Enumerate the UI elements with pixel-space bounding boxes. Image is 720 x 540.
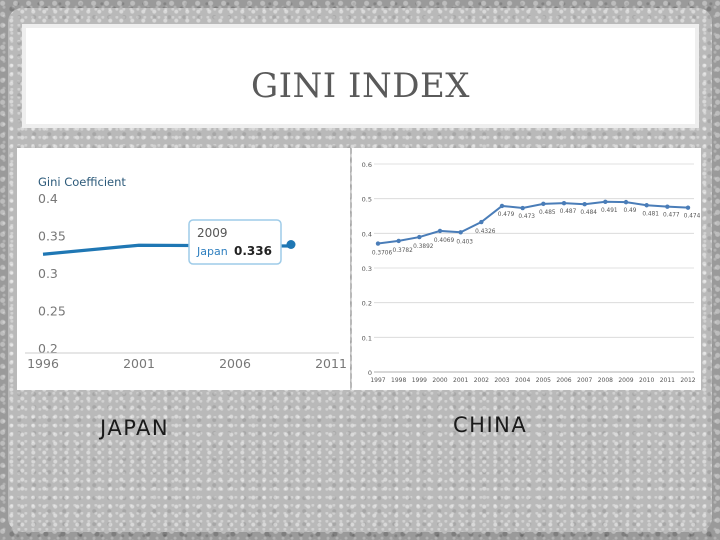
data-label: 0.473: [518, 214, 535, 220]
data-point-china: [417, 234, 422, 240]
data-label: 0.474: [684, 214, 701, 220]
y-tick-label: 0.25: [38, 304, 66, 319]
data-label: 0.3706: [372, 251, 393, 257]
x-tick-label: 2000: [432, 377, 447, 384]
tooltip-value: 0.336: [234, 244, 272, 258]
data-point-japan: [286, 240, 296, 249]
y-tick-label: 0.35: [38, 229, 66, 244]
data-label: 0.4326: [475, 229, 496, 235]
data-point-china: [685, 205, 691, 210]
tooltip-box: [188, 219, 282, 265]
data-point-china: [437, 228, 443, 234]
x-tick-label: 2011: [315, 356, 347, 371]
data-point-china: [582, 202, 587, 207]
y-tick-label: 0.5: [362, 196, 372, 204]
data-point-china: [375, 241, 381, 246]
tooltip-series: Japan: [196, 245, 228, 258]
x-tick-label: 2010: [639, 377, 654, 384]
data-point-china: [665, 204, 670, 209]
caption-china: CHINA: [453, 413, 528, 437]
x-tick-label: 2012: [680, 377, 695, 384]
data-label: 0.403: [456, 239, 473, 245]
data-point-china: [561, 200, 567, 206]
data-point-china: [623, 199, 629, 205]
data-point-china: [603, 199, 608, 204]
x-tick-label: 2011: [660, 377, 675, 384]
data-label: 0.3782: [393, 248, 414, 254]
data-label: 0.485: [539, 210, 556, 216]
y-tick-label: 0.2: [362, 300, 372, 308]
data-point-china: [396, 238, 401, 244]
slide-title: GINI INDEX: [250, 66, 471, 106]
x-tick-label: 2001: [453, 377, 468, 384]
chart-title-japan: Gini Coefficient: [38, 175, 126, 189]
data-label: 0.477: [663, 213, 680, 219]
data-label: 0.49: [624, 208, 637, 214]
x-tick-label: 2008: [598, 377, 613, 384]
tooltip-year: 2009: [197, 226, 228, 240]
x-tick-label: 2006: [556, 377, 571, 384]
x-tick-label: 2005: [536, 377, 551, 384]
y-tick-label: 0: [368, 369, 372, 377]
data-label: 0.487: [560, 209, 577, 215]
x-tick-label: 2004: [515, 377, 530, 384]
x-tick-label: 2009: [618, 377, 633, 384]
x-tick-label: 2001: [123, 356, 155, 371]
data-label: 0.4069: [434, 238, 455, 244]
x-tick-label: 1996: [27, 356, 59, 371]
data-point-china: [644, 203, 649, 208]
data-label: 0.484: [580, 210, 597, 216]
china-chart-panel: 0.6 0.5 0.4 0.3 0.2 0.1 0 1997 1998 1999 2000 2001 2…: [352, 148, 701, 390]
data-point-china: [520, 205, 525, 211]
y-tick-label: 0.3: [362, 265, 372, 273]
caption-japan: JAPAN: [100, 416, 170, 440]
x-tick-label: 2007: [577, 377, 592, 384]
x-tick-label: 1997: [370, 377, 385, 384]
x-tick-label: 1998: [391, 377, 406, 384]
title-box: GINI INDEX: [22, 24, 699, 128]
data-point-china: [479, 219, 484, 225]
y-tick-label: 0.1: [362, 334, 372, 342]
data-point-china: [458, 230, 463, 235]
series-line-china: [377, 200, 689, 245]
x-tick-label: 2006: [219, 356, 251, 371]
data-point-china: [541, 201, 546, 207]
data-label: 0.3892: [413, 244, 434, 250]
japan-chart-panel: Gini Coefficient 0.4 0.35 0.3 0.25 0.2 1996 200…: [17, 148, 350, 390]
x-tick-label: 2002: [474, 377, 489, 384]
data-label: 0.479: [498, 212, 515, 218]
y-tick-label: 0.2: [38, 341, 58, 356]
data-label: 0.491: [601, 208, 618, 214]
x-tick-label: 2003: [494, 377, 509, 384]
data-label: 0.481: [642, 211, 659, 217]
y-tick-label: 0.3: [38, 266, 58, 281]
y-tick-label: 0.4: [362, 230, 372, 238]
x-tick-label: 1999: [412, 377, 427, 384]
y-tick-label: 0.4: [38, 191, 58, 206]
data-point-china: [499, 203, 505, 209]
y-tick-label: 0.6: [362, 161, 372, 169]
